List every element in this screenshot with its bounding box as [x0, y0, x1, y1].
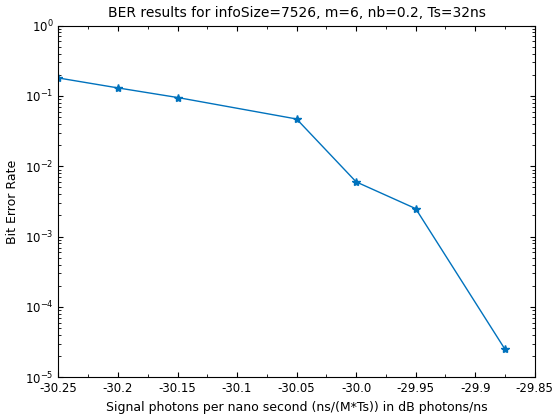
- Title: BER results for infoSize=7526, m=6, nb=0.2, Ts=32ns: BER results for infoSize=7526, m=6, nb=0…: [108, 6, 486, 20]
- X-axis label: Signal photons per nano second (ns/(M*Ts)) in dB photons/ns: Signal photons per nano second (ns/(M*Ts…: [106, 401, 487, 414]
- Y-axis label: Bit Error Rate: Bit Error Rate: [6, 159, 19, 244]
